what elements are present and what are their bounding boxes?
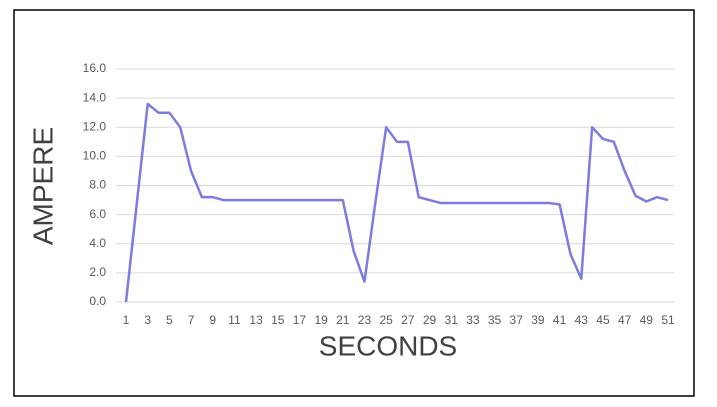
x-tick-label: 9 — [209, 313, 216, 327]
x-tick-label: 1 — [123, 313, 130, 327]
y-tick-label: 4.0 — [89, 236, 106, 250]
x-tick-label: 23 — [358, 313, 372, 327]
x-tick-label: 21 — [336, 313, 350, 327]
x-tick-label: 29 — [423, 313, 437, 327]
x-tick-label: 39 — [531, 313, 545, 327]
x-tick-label: 19 — [314, 313, 328, 327]
x-tick-label: 17 — [293, 313, 307, 327]
x-tick-label: 51 — [661, 313, 675, 327]
data-line — [124, 102, 669, 303]
y-tick-label: 2.0 — [89, 265, 106, 279]
x-tick-label: 41 — [553, 313, 567, 327]
x-tick-label: 5 — [166, 313, 173, 327]
y-tick-label: 0.0 — [89, 294, 106, 308]
x-tick-label: 31 — [445, 313, 459, 327]
x-tick-label: 27 — [401, 313, 415, 327]
x-tick-label: 47 — [618, 313, 632, 327]
y-tick-label: 16.0 — [83, 61, 107, 75]
x-tick-label: 37 — [510, 313, 524, 327]
x-tick-label: 45 — [596, 313, 610, 327]
y-tick-label: 12.0 — [83, 119, 107, 133]
y-tick-label: 10.0 — [83, 149, 107, 163]
y-axis-title: AMPERE — [27, 127, 58, 245]
x-tick-label: 35 — [488, 313, 502, 327]
y-tick-label: 14.0 — [83, 90, 107, 104]
x-tick-label: 15 — [271, 313, 285, 327]
x-tick-label: 11 — [228, 313, 241, 327]
y-tick-label: 8.0 — [89, 178, 106, 192]
x-axis-title: SECONDS — [319, 330, 457, 361]
x-tick-label: 49 — [640, 313, 654, 327]
x-tick-label: 25 — [379, 313, 393, 327]
x-tick-label: 3 — [144, 313, 151, 327]
x-tick-label: 33 — [466, 313, 480, 327]
chart-frame — [13, 9, 695, 397]
y-tick-label: 6.0 — [89, 207, 106, 221]
x-tick-label: 13 — [249, 313, 263, 327]
x-tick-label: 43 — [575, 313, 589, 327]
x-tick-label: 7 — [188, 313, 195, 327]
